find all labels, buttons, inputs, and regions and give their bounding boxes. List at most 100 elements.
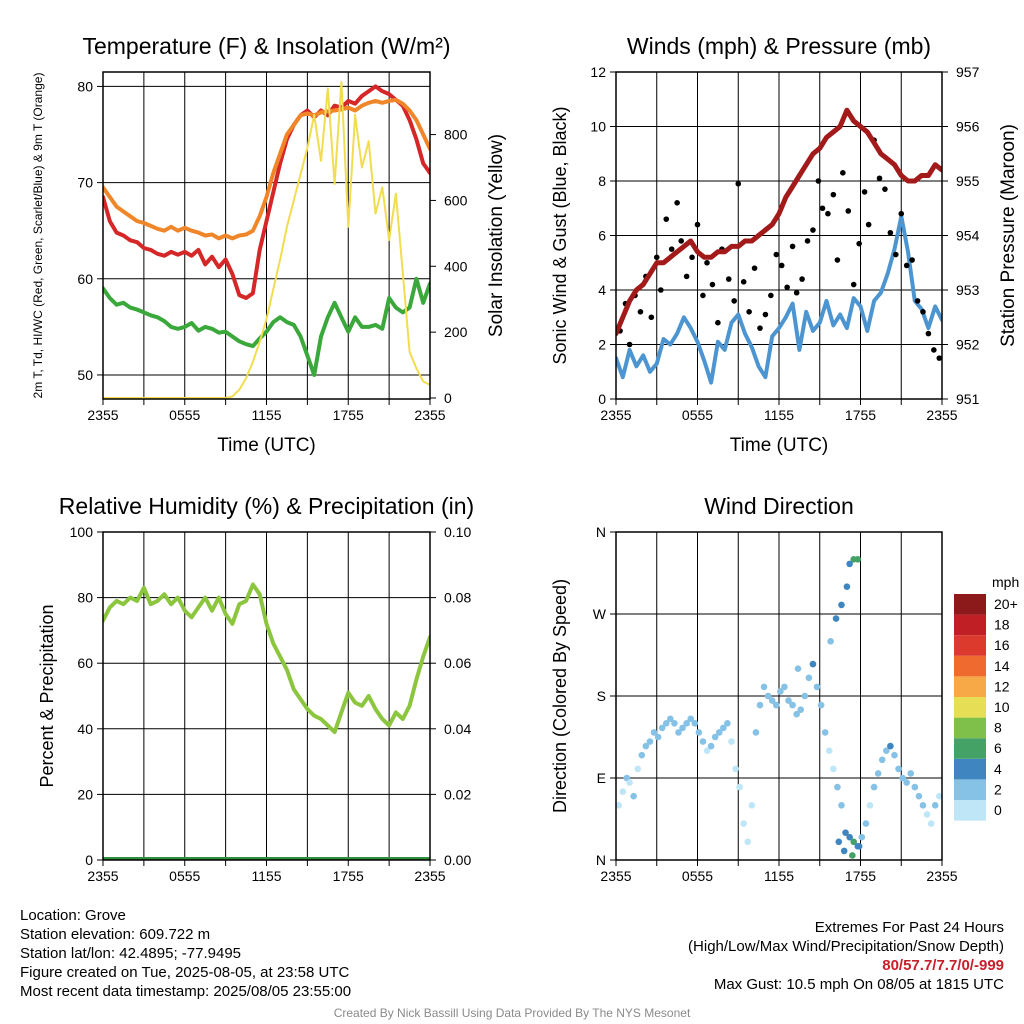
wind-direction-point — [846, 560, 853, 568]
series-2m-t-line — [103, 84, 430, 300]
wind-direction-point — [658, 724, 666, 732]
y2-tick-label: 957 — [956, 64, 980, 80]
wind-direction-point — [715, 729, 723, 736]
wind-direction-point — [691, 720, 699, 727]
y-tick-label: 80 — [77, 590, 93, 606]
extremes-info: Extremes For Past 24 Hours (High/Low/Max… — [688, 918, 1004, 994]
colorbar-swatch — [954, 614, 986, 636]
x-tick-label: 2355 — [600, 868, 631, 884]
y2-tick-label: 0.04 — [444, 721, 471, 737]
series-sonic-wind-line — [616, 214, 942, 385]
x-axis-label: Time (UTC) — [730, 435, 829, 456]
series-gust-point — [793, 289, 800, 296]
y-tick-label: 4 — [598, 282, 606, 298]
wind-direction-point — [891, 751, 898, 759]
wind-direction-point — [736, 783, 743, 791]
y-tick-label: 100 — [70, 524, 94, 540]
colorbar-swatch — [954, 717, 986, 739]
y2-tick-label: 600 — [444, 192, 468, 208]
series-gust-point — [856, 240, 862, 247]
series-gust-point — [735, 180, 742, 187]
y-tick-label: 2 — [598, 337, 606, 353]
plot-frame — [102, 531, 431, 861]
colorbar-swatch — [954, 800, 986, 821]
colorbar-swatch — [954, 779, 986, 800]
x-tick-label: 2355 — [414, 407, 445, 423]
wind-direction-point — [813, 683, 821, 691]
x-tick-label: 2355 — [87, 407, 118, 423]
chart-title: Wind Direction — [704, 493, 854, 519]
station-info: Location: Grove Station elevation: 609.7… — [20, 906, 351, 1001]
y-axis-label: 2m T, Td, HI/WC (Red, Green, Scarlet/Blu… — [31, 73, 45, 399]
wind-direction-point — [927, 820, 935, 827]
colorbar-title: mph — [992, 574, 1019, 590]
series-gust-point — [804, 238, 811, 244]
wind-direction-point — [825, 747, 833, 754]
y2-tick-label: 0 — [444, 390, 452, 406]
wind-direction-point — [915, 792, 923, 800]
wind-direction-point — [740, 820, 747, 827]
credit-line: Created By Nick Bassill Using Data Provi… — [333, 1006, 691, 1020]
series-gust-point — [834, 257, 841, 263]
plot-area — [103, 582, 430, 860]
plot-frame — [102, 71, 431, 400]
x-tick-label: 1755 — [845, 868, 876, 884]
x-tick-label: 0555 — [682, 868, 713, 884]
x-tick-label: 2355 — [414, 868, 445, 884]
wind-direction-point — [724, 720, 731, 727]
wind-direction-point — [777, 688, 784, 695]
series-gust-point — [925, 330, 932, 337]
wind-direction-point — [634, 765, 642, 773]
series-gust-point — [882, 186, 888, 192]
x-tick-label: 2355 — [926, 868, 957, 884]
wind-direction-point — [794, 665, 802, 672]
wind-direction-point — [832, 615, 840, 622]
x-tick-label: 0555 — [169, 868, 200, 884]
y-tick-label: 50 — [77, 367, 93, 383]
series-gust-point — [876, 175, 883, 182]
series-gust-point — [909, 257, 915, 263]
chart-title: Temperature (F) & Insolation (W/m²) — [82, 33, 450, 59]
series-gust-point — [746, 309, 752, 315]
y2-axis-label: Station Pressure (Maroon) — [998, 124, 1019, 347]
plot-area — [103, 80, 430, 399]
wind-direction-point — [703, 747, 711, 754]
wind-direction-point — [849, 852, 856, 859]
x-axis-label: Time (UTC) — [217, 435, 316, 456]
wind-direction-point — [772, 701, 780, 709]
wind-direction-point — [805, 674, 813, 682]
wind-direction-point — [903, 779, 910, 786]
wind-direction-point — [907, 770, 915, 777]
x-tick-label: 1155 — [764, 868, 794, 884]
y-tick-label: 60 — [77, 271, 93, 287]
y-axis-label: Sonic Wind & Gust (Blue, Black) — [550, 106, 570, 364]
series-pressure-line — [616, 107, 942, 337]
y2-axis-label: Solar Insolation (Yellow) — [486, 134, 507, 337]
wind-direction-point — [764, 692, 772, 700]
series-gust-point — [936, 355, 942, 361]
max-gust: Max Gust: 10.5 mph On 08/05 at 1815 UTC — [713, 976, 1004, 993]
wind-direction-point — [935, 792, 942, 800]
series-gust-point — [731, 298, 737, 304]
x-tick-label: 1755 — [845, 407, 876, 423]
y-tick-label: S — [597, 688, 606, 704]
wind-direction-point — [827, 638, 834, 645]
colorbar-swatch — [954, 655, 986, 677]
wind-direction-point — [870, 783, 878, 791]
y2-tick-label: 956 — [956, 119, 980, 135]
wind-direction-point — [654, 733, 662, 741]
station-location: Location: Grove — [20, 907, 126, 924]
colorbar-label: 18 — [994, 617, 1010, 633]
recent-timestamp: Most recent data timestamp: 2025/08/05 2… — [20, 983, 352, 1000]
wind-direction-point — [797, 706, 805, 713]
wind-direction-point — [760, 683, 768, 691]
series-gust-point — [819, 205, 826, 212]
y2-tick-label: 951 — [956, 391, 980, 407]
wind-direction-point — [752, 729, 760, 736]
series-gust-point — [887, 229, 894, 236]
y-tick-label: 0 — [598, 391, 606, 407]
wind-direction-point — [846, 833, 853, 841]
colorbar-swatch — [954, 676, 986, 697]
